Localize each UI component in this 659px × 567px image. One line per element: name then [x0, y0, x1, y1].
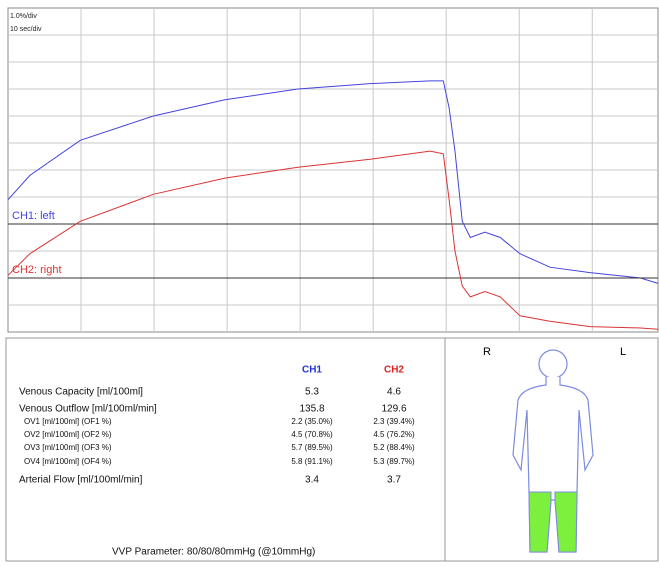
cell-value: 4.5 (70.8%)	[291, 430, 333, 439]
row-label: Venous Outflow [ml/100ml/min]	[19, 404, 157, 415]
cell-value: 5.8 (91.1%)	[291, 457, 333, 466]
cell-value: 5.7 (89.5%)	[291, 443, 333, 452]
cell-value: 135.8	[299, 404, 324, 415]
row-label: OV1 [ml/100ml] (OF1 %)	[24, 417, 112, 426]
head	[538, 349, 568, 379]
legend-label: CH1: left	[12, 210, 55, 222]
legend-label: CH2: right	[12, 264, 62, 276]
right-label: R	[483, 346, 491, 358]
row-label: OV3 [ml/100ml] (OF3 %)	[24, 443, 112, 452]
cell-value: 2.3 (39.4%)	[373, 417, 415, 426]
cell-value: 129.6	[381, 404, 406, 415]
cell-value: 4.6	[387, 387, 401, 398]
footer: VVP Parameter: 80/80/80mmHg (@10mmHg)	[112, 547, 315, 558]
row-label: OV4 [ml/100ml] (OF4 %)	[24, 457, 112, 466]
cell-value: 3.7	[387, 475, 401, 486]
trace	[7, 80, 659, 284]
trace	[7, 150, 659, 330]
row-label: OV2 [ml/100ml] (OF2 %)	[24, 430, 112, 439]
body-figure: R L	[483, 346, 626, 553]
left-label: L	[620, 346, 626, 358]
cell-value: 2.2 (35.0%)	[291, 417, 333, 426]
cell-value: 5.2 (88.4%)	[373, 443, 415, 452]
column-header: CH2	[384, 365, 404, 376]
cell-value: 4.5 (76.2%)	[373, 430, 415, 439]
column-header: CH1	[302, 365, 322, 376]
row-label: Venous Capacity [ml/100ml]	[19, 387, 143, 398]
legs-highlight	[528, 491, 578, 553]
cell-value: 5.3	[305, 387, 319, 398]
cell-value: 5.3 (89.7%)	[373, 457, 415, 466]
cell-value: 3.4	[305, 475, 319, 486]
scale-label: 10 sec/div	[10, 26, 42, 33]
row-label: Arterial Flow [ml/100ml/min]	[19, 475, 143, 486]
scale-label: 1.0%/div	[10, 13, 37, 20]
